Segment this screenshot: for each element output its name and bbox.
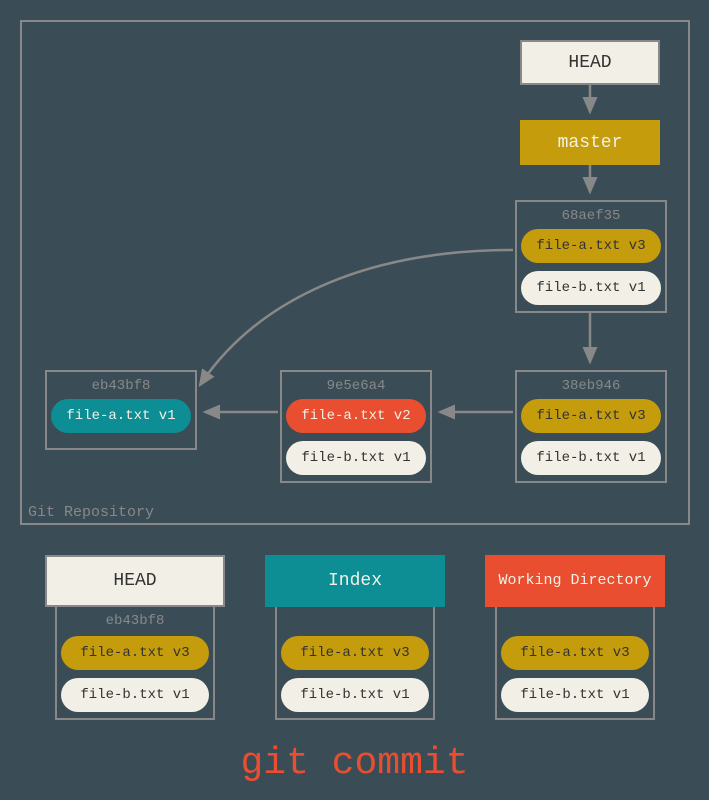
file-pill: file-b.txt v1	[501, 678, 649, 712]
file-pill: file-a.txt v3	[521, 399, 661, 433]
file-pill: file-b.txt v1	[61, 678, 209, 712]
file-pill: file-a.txt v3	[521, 229, 661, 263]
file-pill: file-b.txt v1	[521, 441, 661, 475]
commit-hash: eb43bf8	[47, 378, 195, 394]
file-pill: file-b.txt v1	[286, 441, 426, 475]
file-pill: file-b.txt v1	[521, 271, 661, 305]
wd-panel-hash	[497, 613, 653, 629]
git-command-text: git commit	[0, 742, 709, 785]
file-pill: file-a.txt v1	[51, 399, 191, 433]
index-panel-hash	[277, 613, 433, 629]
file-pill: file-a.txt v3	[501, 636, 649, 670]
commit-hash: 68aef35	[517, 208, 665, 224]
head-panel-hash: eb43bf8	[57, 613, 213, 629]
commit-hash: 38eb946	[517, 378, 665, 394]
file-pill: file-a.txt v2	[286, 399, 426, 433]
commit-hash: 9e5e6a4	[282, 378, 430, 394]
head-panel-title: HEAD	[45, 555, 225, 607]
file-pill: file-a.txt v3	[61, 636, 209, 670]
file-pill: file-b.txt v1	[281, 678, 429, 712]
file-pill: file-a.txt v3	[281, 636, 429, 670]
index-panel-title: Index	[265, 555, 445, 607]
wd-panel-title: Working Directory	[485, 555, 665, 607]
